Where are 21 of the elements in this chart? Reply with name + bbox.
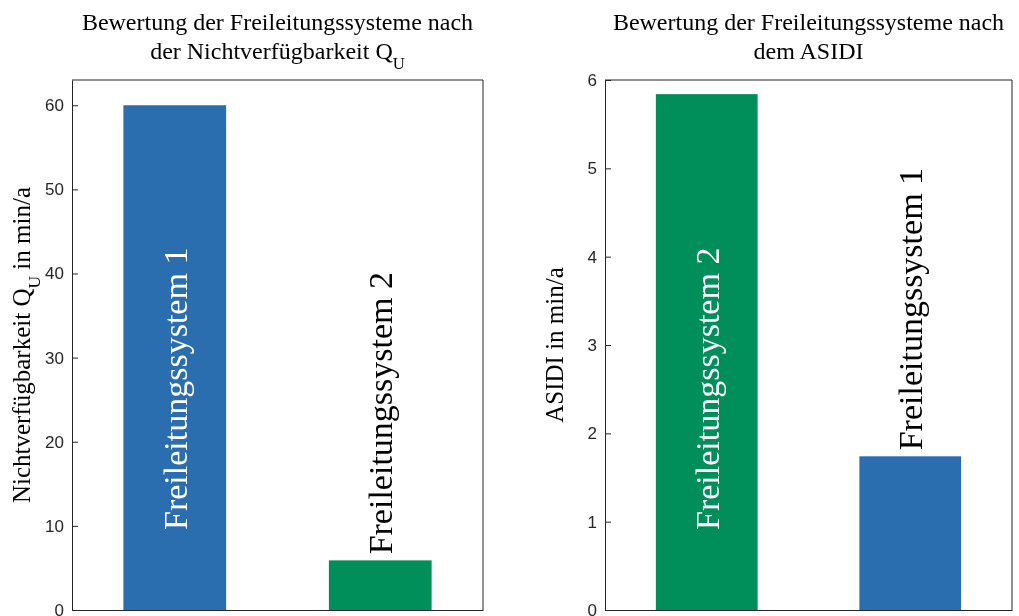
y-tick-label: 5 (587, 159, 597, 179)
chart-title: Bewertung der Freileitungssysteme nach dem ASIDI (612, 9, 1005, 64)
y-tick-label: 50 (45, 180, 64, 200)
y-tick-label: 60 (45, 96, 64, 116)
y-tick-label: 30 (45, 348, 64, 368)
y-tick-label: 1 (587, 512, 597, 532)
chart-title: Bewertung der Freileitungssysteme nach der Nichtverfügbarkeit Q$_{U}$ (81, 9, 474, 73)
y-tick-label: 20 (45, 432, 64, 452)
x-tick-label: Freileitungssystem 1 (892, 167, 930, 451)
y-tick-label: 0 (54, 600, 64, 616)
y-tick-label: 6 (587, 70, 597, 90)
y-tick-label: 10 (45, 516, 64, 536)
y-tick-label: 40 (45, 264, 64, 284)
y-tick-label: 4 (587, 247, 597, 267)
y-tick-label: 3 (587, 335, 597, 355)
x-tick-label: Freileitungssystem 1 (156, 247, 194, 530)
y-tick-label: 2 (587, 424, 597, 444)
x-tick-label: Freileitungssystem 2 (688, 247, 726, 530)
y-axis-title: ASIDI in min/a (541, 267, 568, 423)
x-tick-label: Freileitungssystem 2 (362, 271, 400, 555)
y-tick-label: 0 (587, 600, 597, 616)
